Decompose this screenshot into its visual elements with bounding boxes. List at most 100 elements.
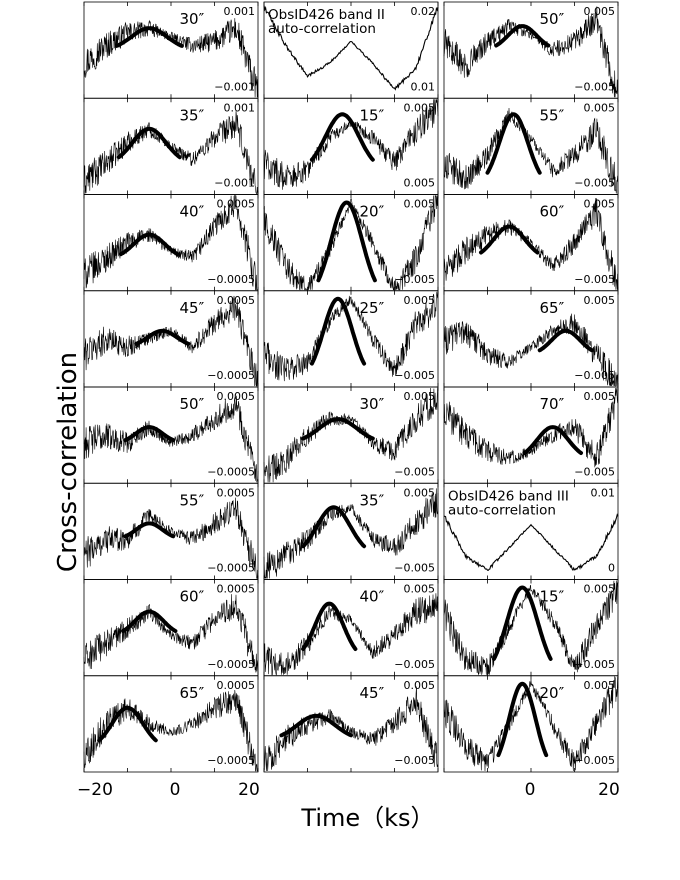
data-series-line <box>263 488 439 579</box>
y-tick-label: −0.005 <box>394 658 435 671</box>
data-series-line <box>263 99 439 190</box>
gaussian-fit-line <box>97 705 158 743</box>
data-series-line <box>263 387 438 483</box>
y-tick-label: 0.005 <box>404 294 436 307</box>
y-tick-label: −0.005 <box>574 273 615 286</box>
y-tick-label: 0.005 <box>404 177 436 190</box>
offset-label: 35″ <box>180 106 205 124</box>
y-tick-label: 0.02 <box>411 5 436 18</box>
offset-label: 25″ <box>360 299 385 317</box>
data-series-line <box>443 580 619 676</box>
chart-panel: 65″ 0.005 −0.005 <box>443 290 619 388</box>
gaussian-fit-line <box>537 328 594 353</box>
offset-label: 50″ <box>180 395 205 413</box>
data-series-line <box>83 594 259 673</box>
data-series-line <box>443 513 619 572</box>
offset-label: 55″ <box>180 491 205 509</box>
data-series-line <box>443 107 619 194</box>
offset-label: 50″ <box>540 10 565 28</box>
offset-label: 30″ <box>360 395 385 413</box>
y-tick-label: 0.001 <box>224 101 256 114</box>
data-series-line <box>443 675 619 772</box>
data-series-line <box>83 295 259 387</box>
offset-label: 20″ <box>540 684 565 702</box>
y-tick-label: 0.0005 <box>217 198 256 211</box>
y-tick-label: −0.0005 <box>207 273 255 286</box>
gaussian-fit-line <box>114 26 184 48</box>
offset-label: 30″ <box>180 10 205 28</box>
y-tick-label: 0.005 <box>584 198 616 211</box>
offset-label: 60″ <box>180 588 205 606</box>
y-tick-label: 0.0005 <box>217 679 256 692</box>
gaussian-fit-line <box>496 681 549 758</box>
gaussian-fit-line <box>301 601 358 651</box>
gaussian-fit-line <box>121 609 178 633</box>
y-tick-label: 0.005 <box>404 101 436 114</box>
y-tick-label: −0.005 <box>574 369 615 382</box>
y-tick-label: 0.0005 <box>217 390 256 403</box>
data-series-line <box>443 198 619 290</box>
gaussian-fit-line <box>116 126 182 160</box>
chart-panel: 65″ 0.0005 −0.0005 <box>83 675 259 773</box>
offset-label: 65″ <box>180 684 205 702</box>
gaussian-fit-line <box>301 505 367 549</box>
y-tick-label: 0.005 <box>404 486 436 499</box>
y-tick-label: 0.0005 <box>217 486 256 499</box>
y-tick-label: 0.005 <box>584 5 616 18</box>
offset-label: 15″ <box>360 106 385 124</box>
x-tick-label: −20 <box>77 780 113 800</box>
y-tick-label: 0 <box>608 562 615 575</box>
chart-panel: 50″ 0.005 −0.005 <box>443 1 619 99</box>
chart-panel: 45″ 0.005 −0.005 <box>263 675 439 773</box>
gaussian-fit-line <box>309 112 375 162</box>
data-series-line <box>443 387 619 468</box>
gaussian-fit-line <box>494 24 551 48</box>
y-tick-label: −0.005 <box>574 80 615 93</box>
chart-panel: 60″ 0.005 −0.005 <box>443 194 619 292</box>
offset-label: 60″ <box>540 203 565 221</box>
y-axis-label: Cross-correlation <box>53 352 83 572</box>
offset-label: 65″ <box>540 299 565 317</box>
y-tick-label: −0.005 <box>574 658 615 671</box>
y-tick-label: 0.0005 <box>217 294 256 307</box>
chart-panel: 25″ 0.005 −0.005 <box>263 290 439 388</box>
gaussian-fit-line <box>134 328 191 346</box>
y-tick-label: −0.0005 <box>207 369 255 382</box>
gaussian-fit-line <box>123 425 176 443</box>
y-tick-label: 0.005 <box>584 583 616 596</box>
data-series-line <box>443 313 619 387</box>
panel-title: auto-correlation <box>448 502 556 518</box>
y-tick-label: −0.005 <box>394 273 435 286</box>
x-tick-label: 20 <box>598 780 620 800</box>
y-tick-label: 0.0005 <box>217 583 256 596</box>
chart-panel: 45″ 0.0005 −0.0005 <box>83 290 259 388</box>
chart-panel: 40″ 0.0005 −0.0005 <box>83 194 259 292</box>
y-tick-label: 0.01 <box>591 486 616 499</box>
x-tick-label: 20 <box>238 780 260 800</box>
data-series-line <box>83 497 259 579</box>
gaussian-fit-line <box>479 224 540 255</box>
offset-label: 45″ <box>360 684 385 702</box>
panel-title: auto-correlation <box>268 21 376 37</box>
y-tick-label: −0.005 <box>394 754 435 767</box>
offset-label: 70″ <box>540 395 565 413</box>
offset-label: 15″ <box>540 588 565 606</box>
y-tick-label: −0.005 <box>574 177 615 190</box>
chart-panel: 35″ 0.005 −0.005 <box>263 482 439 580</box>
chart-panel: 50″ 0.0005 −0.0005 <box>83 386 259 484</box>
chart-panel: 15″ 0.005 −0.005 <box>443 579 619 677</box>
chart-panel: 30″ 0.005 −0.005 <box>263 386 439 484</box>
offset-label: 45″ <box>180 299 205 317</box>
chart-panel: 35″ 0.001 −0.001 <box>83 97 259 195</box>
data-series-line <box>263 291 439 382</box>
gaussian-fit-line <box>485 112 542 175</box>
gaussian-fit-line <box>309 296 367 366</box>
y-tick-label: −0.001 <box>214 177 255 190</box>
chart-panel: 55″ 0.0005 −0.0005 <box>83 482 259 580</box>
gaussian-fit-line <box>522 425 583 455</box>
data-series-line <box>83 689 258 772</box>
y-tick-label: 0.005 <box>584 101 616 114</box>
